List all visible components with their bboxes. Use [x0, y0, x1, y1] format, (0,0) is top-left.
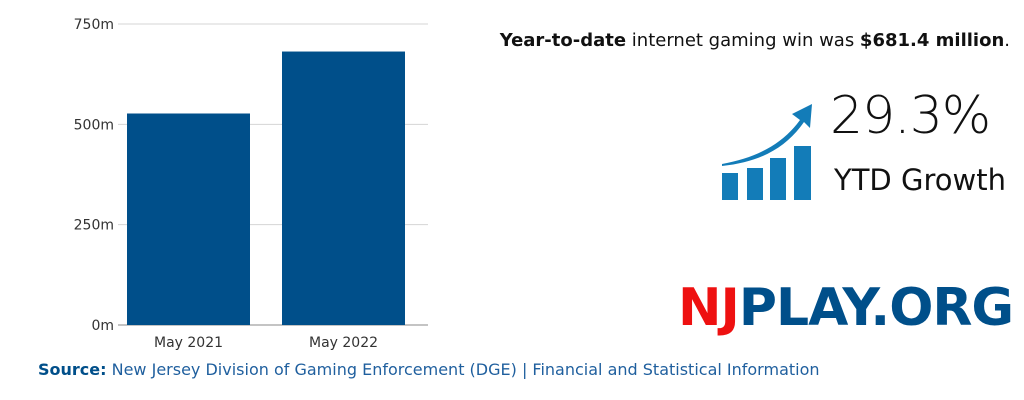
- y-tick-label: 750m: [74, 17, 114, 33]
- y-tick-label: 0m: [91, 318, 114, 334]
- x-tick-label: May 2021: [154, 335, 223, 351]
- njplay-logo: NJPLAY.ORG: [678, 278, 1014, 338]
- headline-amount: $681.4 million: [859, 30, 1005, 51]
- headline-text: internet gaming win was: [626, 30, 860, 51]
- growth-label: YTD Growth: [834, 163, 1006, 197]
- bar-chart: 0m 250m 500m 750m May 2021 May 2022: [74, 17, 428, 351]
- headline-bold-ytd: Year-to-date: [499, 30, 627, 51]
- logo-nj: NJ: [678, 278, 740, 338]
- x-tick-label: May 2022: [309, 335, 378, 351]
- headline-end: .: [1004, 30, 1010, 51]
- bar-may-2021: [127, 113, 250, 325]
- logo-play-org: PLAY.ORG: [738, 278, 1014, 338]
- y-tick-label: 250m: [74, 218, 114, 234]
- y-tick-label: 500m: [74, 117, 114, 133]
- headline: Year-to-date internet gaming win was $68…: [500, 30, 1010, 51]
- growth-chart-arrow-icon: [722, 104, 812, 200]
- source-line: Source: New Jersey Division of Gaming En…: [38, 360, 820, 379]
- bar-may-2022: [282, 51, 405, 326]
- source-label: Source:: [38, 360, 107, 379]
- growth-value: 29.3%: [830, 86, 991, 146]
- source-text: New Jersey Division of Gaming Enforcemen…: [106, 360, 820, 379]
